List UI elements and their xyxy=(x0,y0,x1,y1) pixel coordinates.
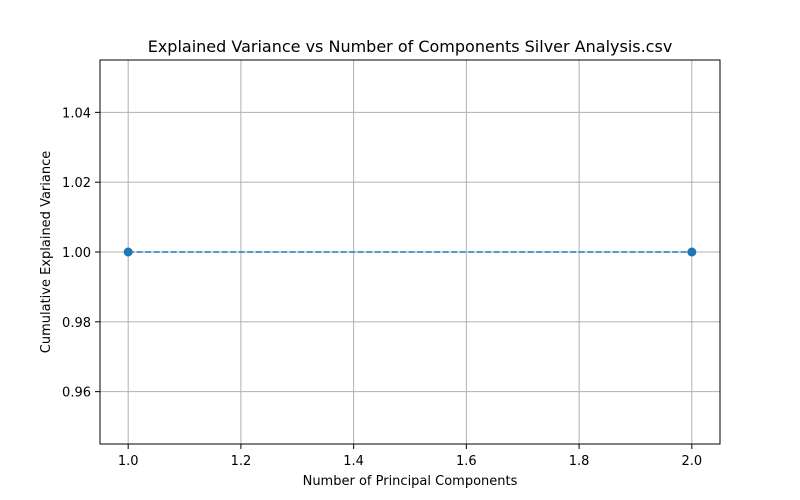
x-tick-label: 1.4 xyxy=(343,454,364,469)
y-tick-label: 0.98 xyxy=(62,316,91,331)
x-axis-label: Number of Principal Components xyxy=(303,474,518,489)
y-tick-label: 1.00 xyxy=(62,246,91,261)
y-axis-label: Cumulative Explained Variance xyxy=(39,151,54,353)
chart-title: Explained Variance vs Number of Componen… xyxy=(148,37,673,56)
y-tick-label: 0.96 xyxy=(62,386,91,401)
y-tick-label: 1.02 xyxy=(62,176,91,191)
data-point-marker xyxy=(687,247,697,257)
x-tick-label: 1.0 xyxy=(118,454,139,469)
y-axis-ticks: 0.96 0.98 1.00 1.02 1.04 xyxy=(62,106,100,401)
x-tick-label: 1.8 xyxy=(569,454,590,469)
data-series xyxy=(123,247,697,257)
plot-frame xyxy=(99,59,721,445)
x-tick-label: 1.2 xyxy=(231,454,252,469)
x-axis-ticks: 1.0 1.2 1.4 1.6 1.8 2.0 xyxy=(118,444,702,469)
data-point-marker xyxy=(123,247,133,257)
y-tick-label: 1.04 xyxy=(62,106,91,121)
x-tick-label: 1.6 xyxy=(456,454,477,469)
x-tick-label: 2.0 xyxy=(681,454,702,469)
